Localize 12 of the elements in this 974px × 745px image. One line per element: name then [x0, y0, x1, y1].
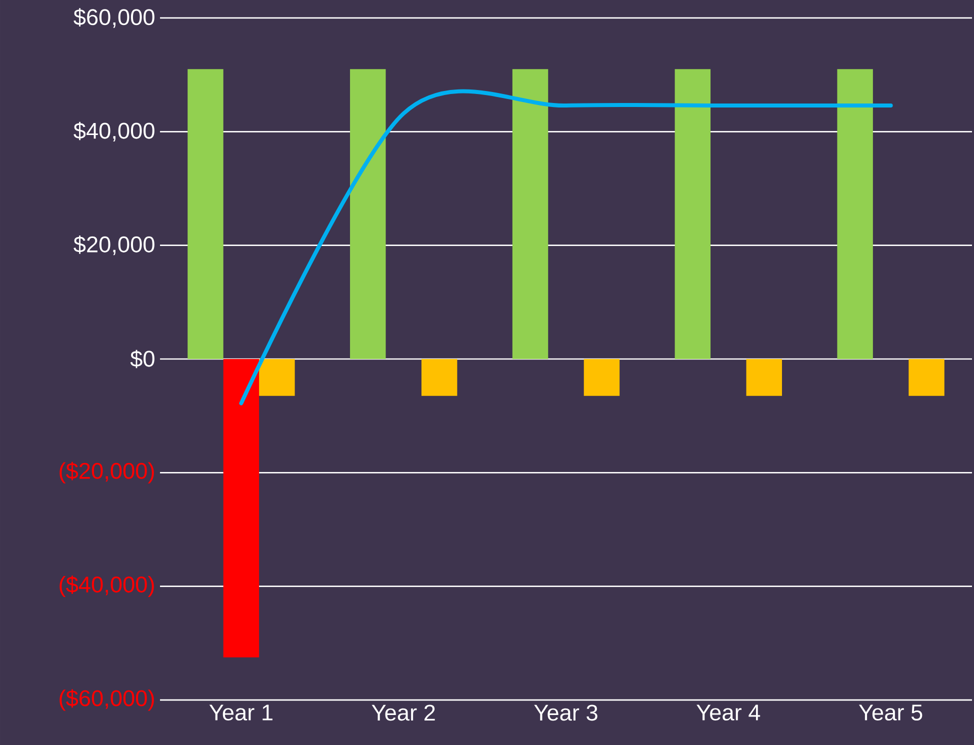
y-tick-label: ($60,000): [60, 689, 154, 711]
y-tick-label: ($20,000): [60, 462, 154, 484]
y-tick-label: $40,000: [74, 122, 154, 142]
x-tick-label: Year 2: [372, 704, 435, 721]
x-tick-label: Year 5: [858, 704, 922, 721]
y-tick-label: ($40,000): [60, 576, 154, 598]
x-tick-label: Year 1: [209, 704, 272, 721]
y-tick-label: $20,000: [74, 235, 154, 256]
y-tick-label: $0: [130, 350, 154, 368]
x-tick-label: Year 3: [534, 704, 598, 721]
y-tick-label: $60,000: [74, 8, 154, 28]
x-tick-label: Year 4: [696, 704, 760, 721]
